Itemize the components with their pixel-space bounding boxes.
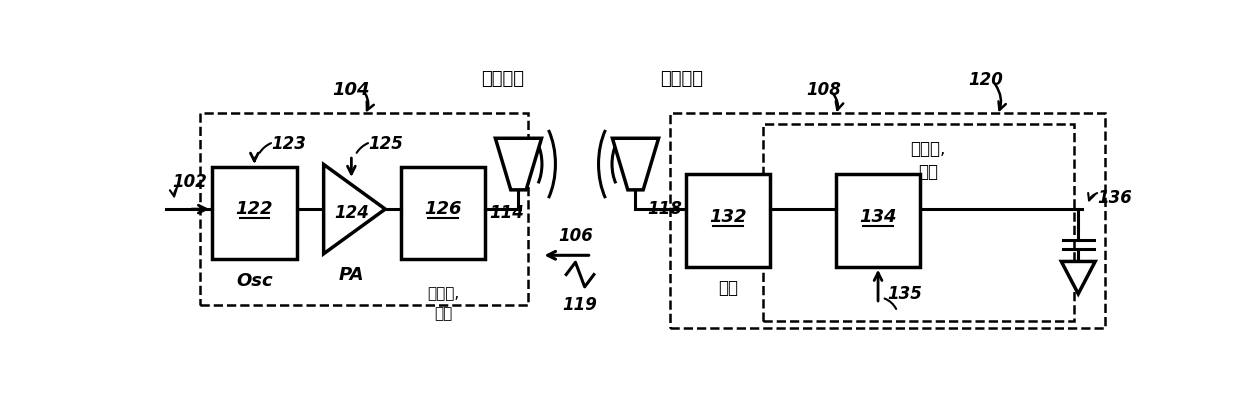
Bar bbox=[212, 167, 296, 259]
Bar bbox=[686, 175, 770, 267]
Text: 119: 119 bbox=[563, 296, 598, 314]
Text: 124: 124 bbox=[334, 204, 368, 222]
Text: 132: 132 bbox=[709, 208, 746, 226]
Text: 120: 120 bbox=[968, 71, 1003, 89]
Text: 123: 123 bbox=[272, 135, 306, 152]
Text: 匹配: 匹配 bbox=[718, 279, 738, 297]
Bar bbox=[763, 124, 1074, 321]
Bar bbox=[836, 175, 920, 267]
Text: 125: 125 bbox=[368, 135, 403, 152]
Bar bbox=[201, 113, 528, 305]
Text: 118: 118 bbox=[647, 200, 682, 218]
Text: 整流器,
切换: 整流器, 切换 bbox=[910, 140, 946, 181]
Text: Osc: Osc bbox=[236, 272, 273, 290]
Text: 108: 108 bbox=[807, 81, 842, 99]
Text: 122: 122 bbox=[236, 200, 273, 218]
Text: 104: 104 bbox=[332, 81, 370, 99]
Text: 接收天线: 接收天线 bbox=[660, 70, 703, 88]
Text: 滤波器,
匹配: 滤波器, 匹配 bbox=[427, 286, 459, 321]
Polygon shape bbox=[613, 138, 658, 190]
Polygon shape bbox=[324, 164, 386, 254]
Text: 126: 126 bbox=[424, 200, 461, 218]
Text: 发射天线: 发射天线 bbox=[481, 70, 525, 88]
Text: PA: PA bbox=[339, 266, 365, 284]
Bar bbox=[670, 113, 1105, 329]
Polygon shape bbox=[495, 138, 542, 190]
Text: 136: 136 bbox=[1097, 188, 1132, 207]
Text: 102: 102 bbox=[172, 173, 207, 191]
Bar bbox=[401, 167, 485, 259]
Polygon shape bbox=[1061, 261, 1095, 294]
Text: 114: 114 bbox=[490, 204, 525, 222]
Text: 134: 134 bbox=[859, 208, 897, 226]
Text: 135: 135 bbox=[888, 285, 923, 303]
Text: 106: 106 bbox=[559, 227, 594, 245]
